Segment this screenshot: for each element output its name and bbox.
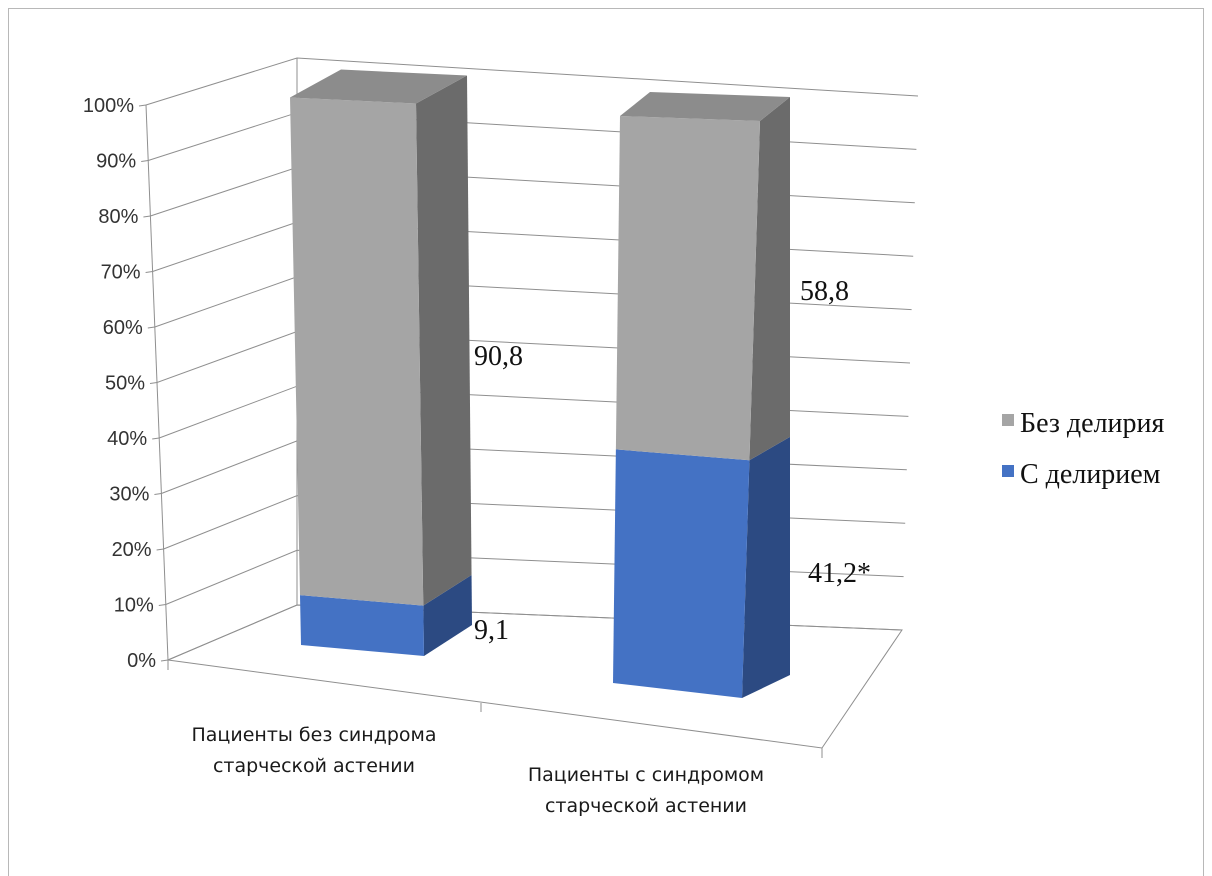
gridline: [163, 495, 906, 550]
legend-label: Без делирия: [1020, 408, 1165, 439]
y-tick-label: 80%: [98, 206, 138, 228]
data-label: 9,1: [474, 615, 509, 646]
bar-side: [423, 574, 472, 656]
data-label-layer: 9,1 41,2* 90,8 58,8: [474, 276, 871, 646]
y-axis-line: [145, 104, 169, 661]
axis-layer: 0% 10% 20% 30% 40% 50% 60% 70% 80% 90% 100% Пациент…: [83, 58, 903, 817]
bar-top: [290, 69, 468, 104]
y-tick-mark: [145, 271, 153, 273]
legend-swatch: [1002, 465, 1014, 477]
bar-segment: [613, 449, 750, 698]
y-tick-mark: [141, 160, 149, 162]
x-category-label-line: старческой астении: [545, 795, 747, 817]
legend: Без делирия С делирием: [1002, 408, 1165, 490]
bar-side: [742, 436, 790, 698]
bars-layer: [290, 69, 790, 698]
x-category-label: Пациенты с синдромом старческой астении: [528, 764, 764, 817]
y-tick-mark: [152, 437, 160, 440]
y-tick-label: 50%: [105, 373, 145, 395]
chart-frame: [8, 8, 1204, 876]
x-category-label-line: Пациенты с синдромом: [528, 764, 764, 786]
gridline: [159, 385, 909, 439]
bar-segment: [615, 116, 760, 461]
floor-outline: [167, 604, 903, 749]
y-tick-mark: [138, 104, 147, 107]
y-tick-mark: [156, 548, 164, 551]
y-tick-label: 60%: [103, 317, 143, 339]
y-tick-mark: [143, 215, 151, 218]
data-label: 90,8: [474, 341, 523, 372]
grid-layer: [145, 57, 919, 661]
y-tick-mark: [147, 326, 155, 329]
x-category-label-line: старческой астении: [213, 755, 415, 777]
y-tick-label: 30%: [109, 484, 149, 506]
gridline: [148, 112, 917, 161]
bar-side: [749, 97, 790, 461]
bar-segment: [290, 97, 424, 606]
bar-top: [620, 92, 790, 121]
bar-segment: [299, 595, 424, 656]
legend-swatch: [1002, 414, 1014, 426]
y-tick-label: 0%: [127, 650, 156, 672]
bar-side: [416, 75, 472, 606]
y-tick-label: 100%: [83, 95, 134, 117]
y-tick-label: 70%: [101, 262, 141, 284]
gridline: [154, 276, 912, 328]
y-tick-mark: [158, 604, 166, 606]
legend-label: С делирием: [1020, 459, 1161, 490]
gridline: [165, 549, 904, 605]
y-tick-label: 20%: [112, 539, 152, 561]
gridline: [156, 330, 911, 383]
gridline: [150, 166, 915, 217]
y-tick-mark: [154, 493, 162, 495]
x-category-label: Пациенты без синдрома старческой астении: [192, 724, 437, 777]
y-tick-label: 10%: [114, 595, 154, 617]
y-tick-mark: [160, 659, 169, 662]
data-label: 58,8: [800, 276, 849, 307]
y-tick-label: 40%: [107, 428, 147, 450]
gridline: [152, 221, 914, 272]
y-tick-label: 90%: [96, 151, 136, 173]
gridline: [145, 57, 919, 106]
gridline: [161, 440, 907, 494]
data-label: 41,2*: [808, 558, 871, 589]
x-category-label-line: Пациенты без синдрома: [192, 724, 437, 746]
y-tick-mark: [149, 382, 158, 384]
